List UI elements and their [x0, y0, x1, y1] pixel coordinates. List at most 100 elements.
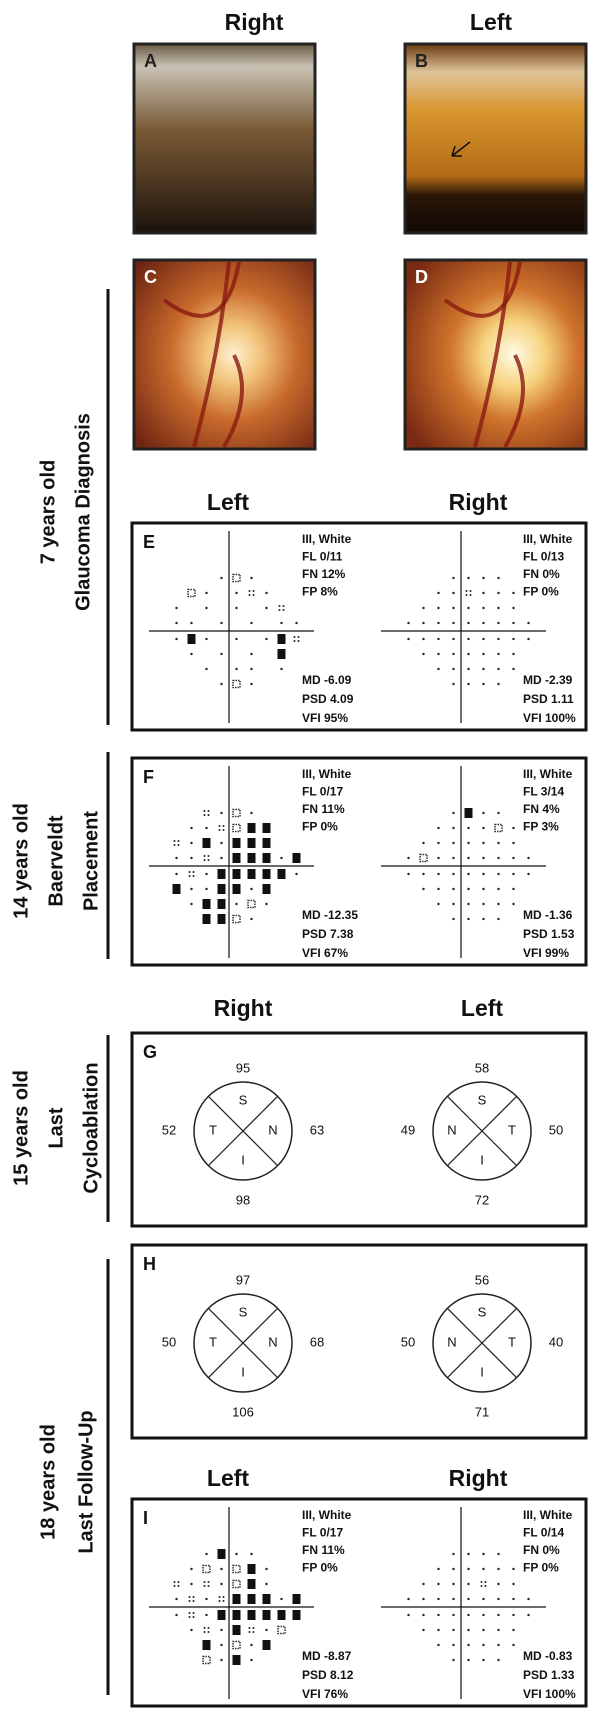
field-point: [482, 1644, 484, 1646]
field-point: [190, 888, 192, 890]
stage-label: Cycloablation: [80, 1062, 102, 1193]
field-mild: [233, 681, 240, 688]
field-point: [193, 1600, 195, 1602]
field-setting: III, White: [523, 532, 573, 546]
field-point: [280, 857, 282, 859]
field-setting: FL 0/13: [523, 550, 564, 564]
field-point: [527, 622, 529, 624]
field-point: [189, 1596, 191, 1598]
field-point: [407, 873, 409, 875]
field-point: [452, 668, 454, 670]
field-point: [175, 607, 177, 609]
field-mild: [278, 1627, 285, 1634]
field-point: [175, 622, 177, 624]
field-point: [265, 607, 267, 609]
field-defect: [188, 634, 196, 644]
field-point: [497, 1659, 499, 1661]
field-index: VFI 100%: [523, 711, 576, 725]
field-point: [253, 1627, 255, 1629]
stage-label: Last Follow-Up: [75, 1410, 97, 1553]
field-point: [250, 622, 252, 624]
field-point: [205, 1598, 207, 1600]
field-point: [178, 1585, 180, 1587]
quadrant-label: N: [268, 1122, 277, 1137]
field-point: [467, 638, 469, 640]
field-point: [512, 668, 514, 670]
field-point: [407, 1614, 409, 1616]
field-mild: [233, 810, 240, 817]
field-defect: [263, 1640, 271, 1650]
field-point: [467, 607, 469, 609]
field-point: [189, 1600, 191, 1602]
field-point: [482, 1553, 484, 1555]
quadrant-label: S: [478, 1092, 487, 1107]
field-point: [482, 842, 484, 844]
rnfl-value: 49: [401, 1122, 415, 1137]
field-point: [497, 683, 499, 685]
field-index: MD -0.83: [523, 1649, 573, 1663]
field-point: [512, 1598, 514, 1600]
field-point: [279, 609, 281, 611]
field-point: [497, 1553, 499, 1555]
field-setting: III, White: [302, 532, 352, 546]
field-point: [437, 888, 439, 890]
field-index: PSD 8.12: [302, 1668, 354, 1682]
field-point: [295, 873, 297, 875]
field-point: [265, 592, 267, 594]
field-point: [437, 903, 439, 905]
field-point: [220, 1629, 222, 1631]
field-point: [452, 1598, 454, 1600]
field-setting: III, White: [523, 1508, 573, 1522]
field-point: [280, 668, 282, 670]
field-point: [204, 1631, 206, 1633]
quadrant-label: T: [508, 1334, 516, 1349]
field-point: [220, 1583, 222, 1585]
field-point: [527, 873, 529, 875]
field-point: [249, 590, 251, 592]
field-point: [512, 842, 514, 844]
field-point: [205, 1614, 207, 1616]
field-point: [527, 857, 529, 859]
field-point: [512, 888, 514, 890]
stage-label: Glaucoma Diagnosis: [72, 413, 94, 611]
field-point: [422, 1598, 424, 1600]
column-header: Left: [470, 9, 513, 35]
field-point: [250, 668, 252, 670]
field-point: [497, 903, 499, 905]
field-point: [174, 1585, 176, 1587]
field-point: [265, 638, 267, 640]
field-index: PSD 1.11: [523, 692, 574, 706]
field-point: [437, 1614, 439, 1616]
field-setting: FL 0/17: [302, 1526, 343, 1540]
field-index: PSD 1.33: [523, 1668, 575, 1682]
panel-box: [132, 1499, 586, 1706]
field-point: [497, 1629, 499, 1631]
oct-header: Right: [214, 995, 273, 1021]
field-point: [482, 607, 484, 609]
field-point: [219, 829, 221, 831]
panel-box: [132, 523, 586, 730]
field-defect: [263, 1610, 271, 1620]
field-point: [467, 653, 469, 655]
column-header: Right: [225, 9, 284, 35]
field-point: [174, 840, 176, 842]
field-point: [175, 1614, 177, 1616]
field-defect: [233, 884, 241, 894]
field-point: [422, 1629, 424, 1631]
field-point: [437, 1568, 439, 1570]
field-point: [527, 1598, 529, 1600]
field-setting: FL 0/17: [302, 785, 343, 799]
field-point: [250, 1553, 252, 1555]
field-point: [466, 590, 468, 592]
field-point: [437, 622, 439, 624]
field-point: [190, 857, 192, 859]
field-point: [220, 622, 222, 624]
field-point: [190, 622, 192, 624]
field-point: [298, 636, 300, 638]
field-index: PSD 4.09: [302, 692, 354, 706]
stage-label: Last: [45, 1107, 67, 1148]
rnfl-value: 50: [549, 1122, 563, 1137]
field-point: [482, 1629, 484, 1631]
field-defect: [218, 914, 226, 924]
field-defect: [233, 853, 241, 863]
